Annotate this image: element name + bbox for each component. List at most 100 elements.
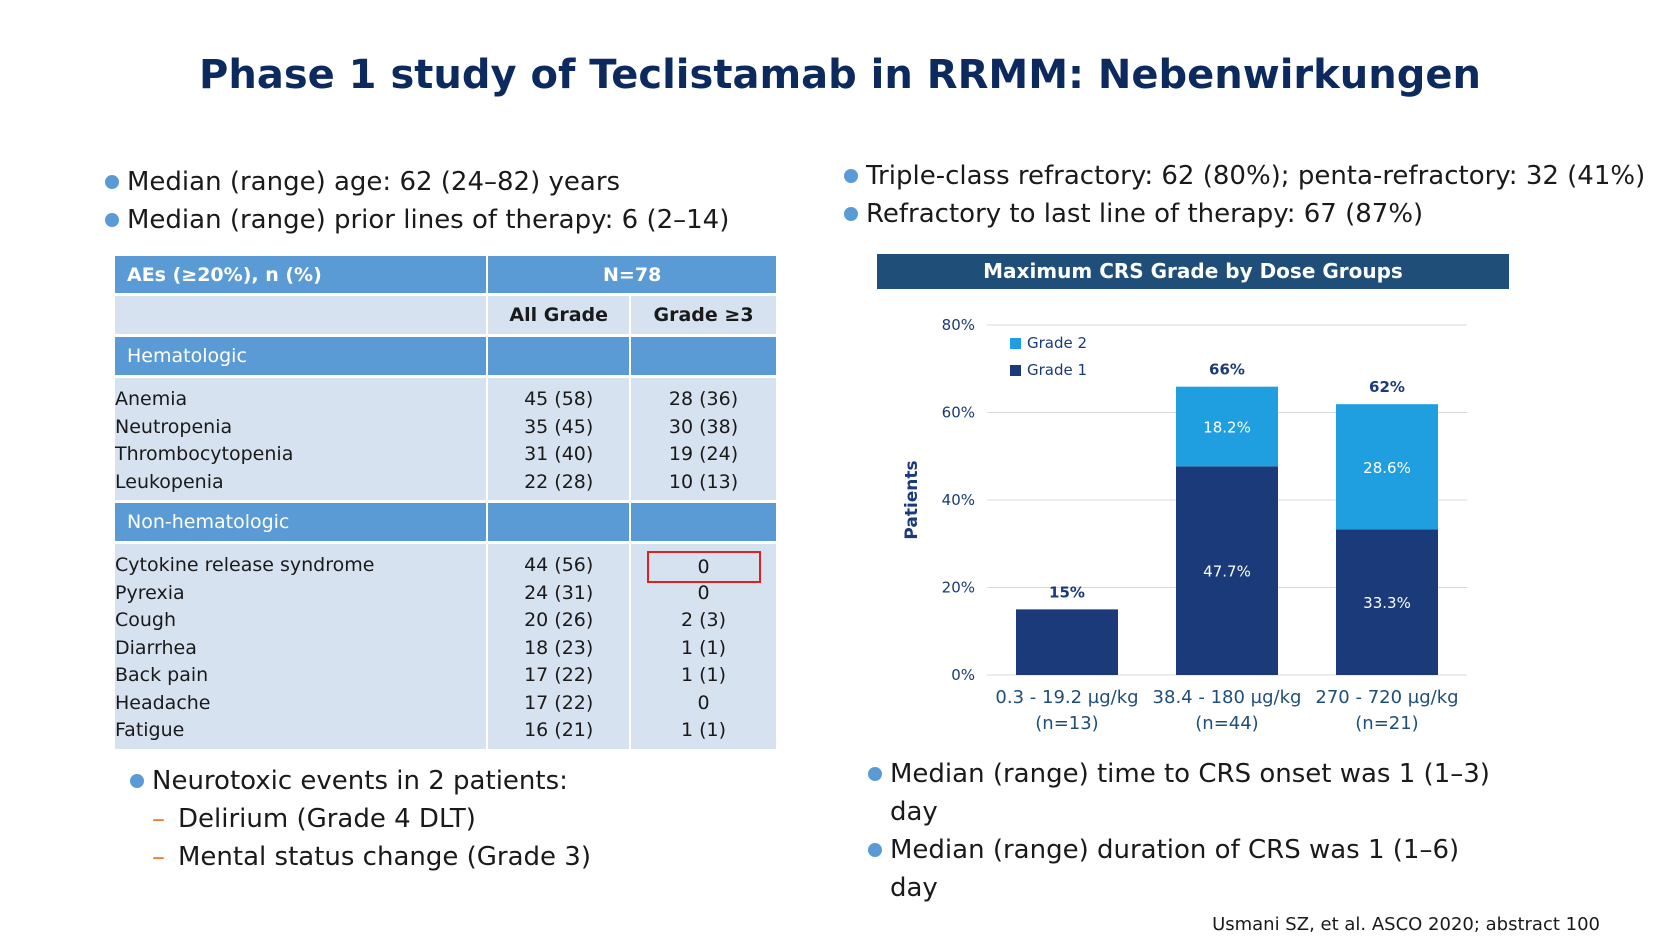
bar-grade-1 [1176, 466, 1278, 675]
y-tick-label: 60% [942, 404, 975, 422]
column-header: All Grade [487, 293, 632, 336]
refractory-list: Triple-class refractory: 62 (80%); penta… [844, 157, 1645, 233]
x-tick-label: 0.3 - 19.2 µg/kg [995, 687, 1138, 708]
table-cell: 19 (24) [668, 443, 739, 465]
bar-total-label: 15% [1049, 583, 1085, 601]
list-item: Neurotoxic events in 2 patients: [130, 762, 591, 800]
section-row: Non-hematologic [115, 500, 778, 543]
row-label: Cytokine release syndrome [115, 554, 375, 576]
bullet-icon [844, 169, 858, 183]
citation: Usmani SZ, et al. ASCO 2020; abstract 10… [1212, 914, 1600, 935]
table-cell: 18 (23) [524, 636, 594, 659]
dash-icon: – [152, 842, 165, 872]
bullet-icon [868, 843, 882, 857]
crs-timing-list: Median (range) time to CRS onset was 1 (… [868, 755, 1508, 907]
section-label: Hematologic [115, 334, 489, 377]
table-cell: 28 (36) [668, 388, 739, 410]
legend-swatch [1010, 338, 1021, 349]
table-cell: 22 (28) [524, 470, 594, 493]
y-tick-label: 80% [942, 316, 975, 334]
row-label: Anemia [115, 388, 188, 410]
bar-grade-1 [1016, 609, 1118, 675]
y-tick-label: 20% [942, 579, 975, 597]
y-tick-label: 40% [942, 491, 975, 509]
table-cell: 17 (22) [524, 664, 594, 686]
table-cell: 20 (26) [524, 609, 594, 631]
y-tick-label: 0% [951, 666, 975, 684]
slide-title: Phase 1 study of Teclistamab in RRMM: Ne… [199, 52, 1481, 98]
column-header: AEs (≥20%), n (%) [115, 256, 489, 295]
table-cell: 24 (31) [524, 581, 594, 604]
section-data: Cytokine release syndrome Pyrexia Cough … [115, 541, 778, 749]
x-tick-label: 270 - 720 µg/kg [1315, 687, 1458, 708]
bar-data-label: 33.3% [1363, 594, 1411, 612]
table-cell: 0 [697, 581, 710, 604]
list-item: Median (range) duration of CRS was 1 (1–… [868, 831, 1508, 907]
table-cell: 1 (1) [681, 636, 727, 659]
y-axis-label: Patients [902, 460, 922, 539]
section-label: Non-hematologic [115, 500, 489, 543]
table-cell: 45 (58) [524, 388, 594, 410]
bullet-icon [868, 767, 882, 781]
section-row: Hematologic [115, 334, 778, 377]
bullet-icon [105, 213, 119, 227]
list-subitem: – Delirium (Grade 4 DLT) [130, 800, 591, 838]
bar-grade-2 [1176, 386, 1278, 467]
bar-data-label: 28.6% [1363, 459, 1411, 477]
list-item: Median (range) time to CRS onset was 1 (… [868, 755, 1508, 831]
bullet-icon [844, 207, 858, 221]
neurotoxic-list: Neurotoxic events in 2 patients: – Deliri… [130, 762, 591, 876]
table-cell: 30 (38) [668, 415, 739, 438]
bar-total-label: 66% [1209, 361, 1245, 379]
row-label: Headache [115, 691, 211, 714]
table-cell: 10 (13) [668, 470, 739, 493]
crs-grade-chart: 0% 20% 40% 60% 80% Patients 15% 0.3 - 19.2 µg/k… [902, 316, 1467, 734]
row-label: Fatigue [115, 719, 185, 741]
chart-title: Maximum CRS Grade by Dose Groups [877, 254, 1509, 289]
table-cell: 44 (56) [524, 554, 594, 576]
row-label: Cough [115, 609, 177, 631]
list-item: Triple-class refractory: 62 (80%); penta… [844, 157, 1645, 195]
section-data: Anemia Neutropenia Thrombocytopenia Leuk… [115, 375, 778, 502]
row-label: Thrombocytopenia [115, 443, 294, 465]
row-label: Pyrexia [115, 581, 185, 604]
table-cell: 1 (1) [681, 664, 727, 686]
legend-label: Grade 2 [1027, 334, 1087, 352]
table-cell: 35 (45) [524, 415, 594, 438]
bar-total-label: 62% [1369, 378, 1405, 396]
x-tick-label: 38.4 - 180 µg/kg [1153, 687, 1302, 708]
adverse-events-table: AEs (≥20%), n (%) N=78 All Grade Grade ≥… [115, 256, 778, 749]
list-item: Median (range) prior lines of therapy: 6… [105, 201, 729, 239]
table-cell: 1 (1) [681, 719, 727, 741]
table-cell: 0 [697, 691, 710, 714]
row-label: Back pain [115, 664, 209, 686]
dash-icon: – [152, 804, 165, 834]
list-item: Median (range) age: 62 (24–82) years [105, 163, 729, 201]
column-header: Grade ≥3 [630, 293, 778, 336]
table-cell: 16 (21) [524, 719, 594, 741]
x-tick-label: (n=44) [1195, 713, 1258, 734]
column-header: N=78 [487, 256, 778, 295]
bar-data-label: 18.2% [1203, 419, 1251, 437]
legend-label: Grade 1 [1027, 361, 1087, 379]
list-item: Refractory to last line of therapy: 67 (… [844, 195, 1645, 233]
legend-swatch [1010, 365, 1021, 376]
row-label: Neutropenia [115, 415, 233, 438]
row-label: Diarrhea [115, 636, 197, 659]
x-tick-label: (n=13) [1035, 713, 1098, 734]
table-cell: 31 (40) [524, 443, 594, 465]
bar-grade-2 [1336, 404, 1438, 530]
highlighted-cell: 0 [646, 551, 761, 583]
bullet-icon [105, 175, 119, 189]
bar-grade-1 [1336, 529, 1438, 675]
table-cell: 2 (3) [681, 609, 727, 631]
table-cell: 17 (22) [524, 691, 594, 714]
row-label: Leukopenia [115, 470, 224, 493]
bullet-icon [130, 774, 144, 788]
list-subitem: – Mental status change (Grade 3) [130, 838, 591, 876]
table-subheader-row: All Grade Grade ≥3 [115, 293, 778, 336]
table-header-row: AEs (≥20%), n (%) N=78 [115, 256, 778, 295]
x-tick-label: (n=21) [1355, 713, 1418, 734]
bar-data-label: 47.7% [1203, 563, 1251, 581]
patient-characteristics-list: Median (range) age: 62 (24–82) years Med… [105, 163, 729, 239]
